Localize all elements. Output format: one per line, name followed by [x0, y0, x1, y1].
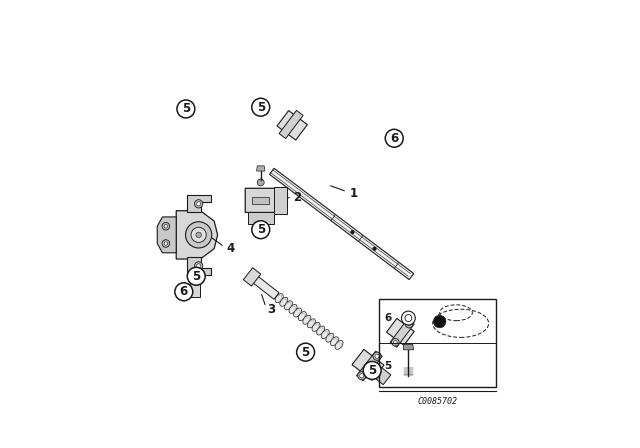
Circle shape: [252, 98, 269, 116]
Circle shape: [164, 224, 168, 228]
Polygon shape: [352, 349, 384, 380]
Text: 6: 6: [390, 132, 398, 145]
Polygon shape: [187, 257, 211, 275]
Bar: [379, 299, 495, 387]
Text: 5: 5: [257, 101, 265, 114]
Polygon shape: [371, 365, 391, 385]
Polygon shape: [187, 195, 211, 212]
Polygon shape: [157, 217, 176, 253]
Polygon shape: [390, 319, 414, 347]
Ellipse shape: [307, 319, 316, 328]
Ellipse shape: [326, 333, 334, 342]
Circle shape: [373, 352, 381, 360]
Polygon shape: [403, 345, 413, 350]
Polygon shape: [257, 166, 265, 171]
Circle shape: [186, 222, 212, 248]
Ellipse shape: [275, 293, 284, 303]
Ellipse shape: [312, 323, 320, 332]
Text: 6: 6: [180, 285, 188, 298]
Circle shape: [407, 323, 411, 326]
Polygon shape: [245, 188, 278, 212]
Ellipse shape: [330, 337, 339, 346]
Circle shape: [195, 262, 203, 270]
Ellipse shape: [289, 305, 297, 314]
Circle shape: [351, 231, 354, 233]
Circle shape: [433, 315, 446, 328]
Text: C0085702: C0085702: [417, 397, 458, 406]
Circle shape: [405, 314, 412, 322]
Circle shape: [162, 223, 170, 230]
Ellipse shape: [280, 297, 288, 306]
Circle shape: [175, 283, 193, 301]
Polygon shape: [277, 111, 307, 140]
Polygon shape: [274, 186, 287, 214]
Text: 5: 5: [192, 270, 200, 283]
Polygon shape: [279, 110, 303, 138]
Circle shape: [405, 320, 413, 328]
Circle shape: [162, 240, 170, 247]
Polygon shape: [248, 212, 274, 224]
Ellipse shape: [317, 326, 324, 335]
Polygon shape: [247, 271, 279, 299]
Text: 5: 5: [301, 346, 310, 359]
Circle shape: [196, 264, 201, 268]
Ellipse shape: [321, 330, 329, 339]
Text: 6: 6: [384, 313, 391, 323]
Text: 1: 1: [349, 187, 358, 200]
Circle shape: [401, 311, 415, 325]
Circle shape: [363, 362, 381, 379]
Ellipse shape: [335, 340, 343, 349]
Circle shape: [394, 340, 397, 344]
Circle shape: [195, 200, 203, 208]
Circle shape: [257, 179, 264, 186]
Circle shape: [196, 202, 201, 206]
Polygon shape: [387, 319, 414, 345]
Text: 5: 5: [384, 362, 391, 371]
Circle shape: [385, 129, 403, 147]
Circle shape: [296, 343, 314, 361]
Polygon shape: [252, 197, 269, 204]
Text: 2: 2: [294, 191, 301, 204]
Circle shape: [188, 267, 205, 285]
Text: 5: 5: [368, 364, 376, 377]
Ellipse shape: [298, 312, 307, 321]
Ellipse shape: [284, 301, 292, 310]
Circle shape: [177, 100, 195, 118]
Ellipse shape: [294, 308, 301, 317]
Polygon shape: [356, 351, 382, 381]
Circle shape: [375, 354, 379, 358]
Text: 5: 5: [257, 223, 265, 236]
Circle shape: [358, 371, 366, 380]
Circle shape: [360, 374, 364, 378]
Polygon shape: [269, 168, 413, 280]
Text: 3: 3: [268, 302, 276, 315]
Circle shape: [392, 339, 399, 346]
Circle shape: [164, 242, 168, 245]
Circle shape: [252, 221, 269, 239]
Circle shape: [196, 232, 202, 237]
Circle shape: [373, 247, 376, 250]
Ellipse shape: [303, 315, 311, 324]
Text: 5: 5: [182, 103, 190, 116]
Text: 4: 4: [226, 242, 234, 255]
Circle shape: [191, 227, 206, 242]
Polygon shape: [190, 275, 200, 297]
Polygon shape: [176, 211, 218, 259]
Polygon shape: [243, 268, 261, 286]
